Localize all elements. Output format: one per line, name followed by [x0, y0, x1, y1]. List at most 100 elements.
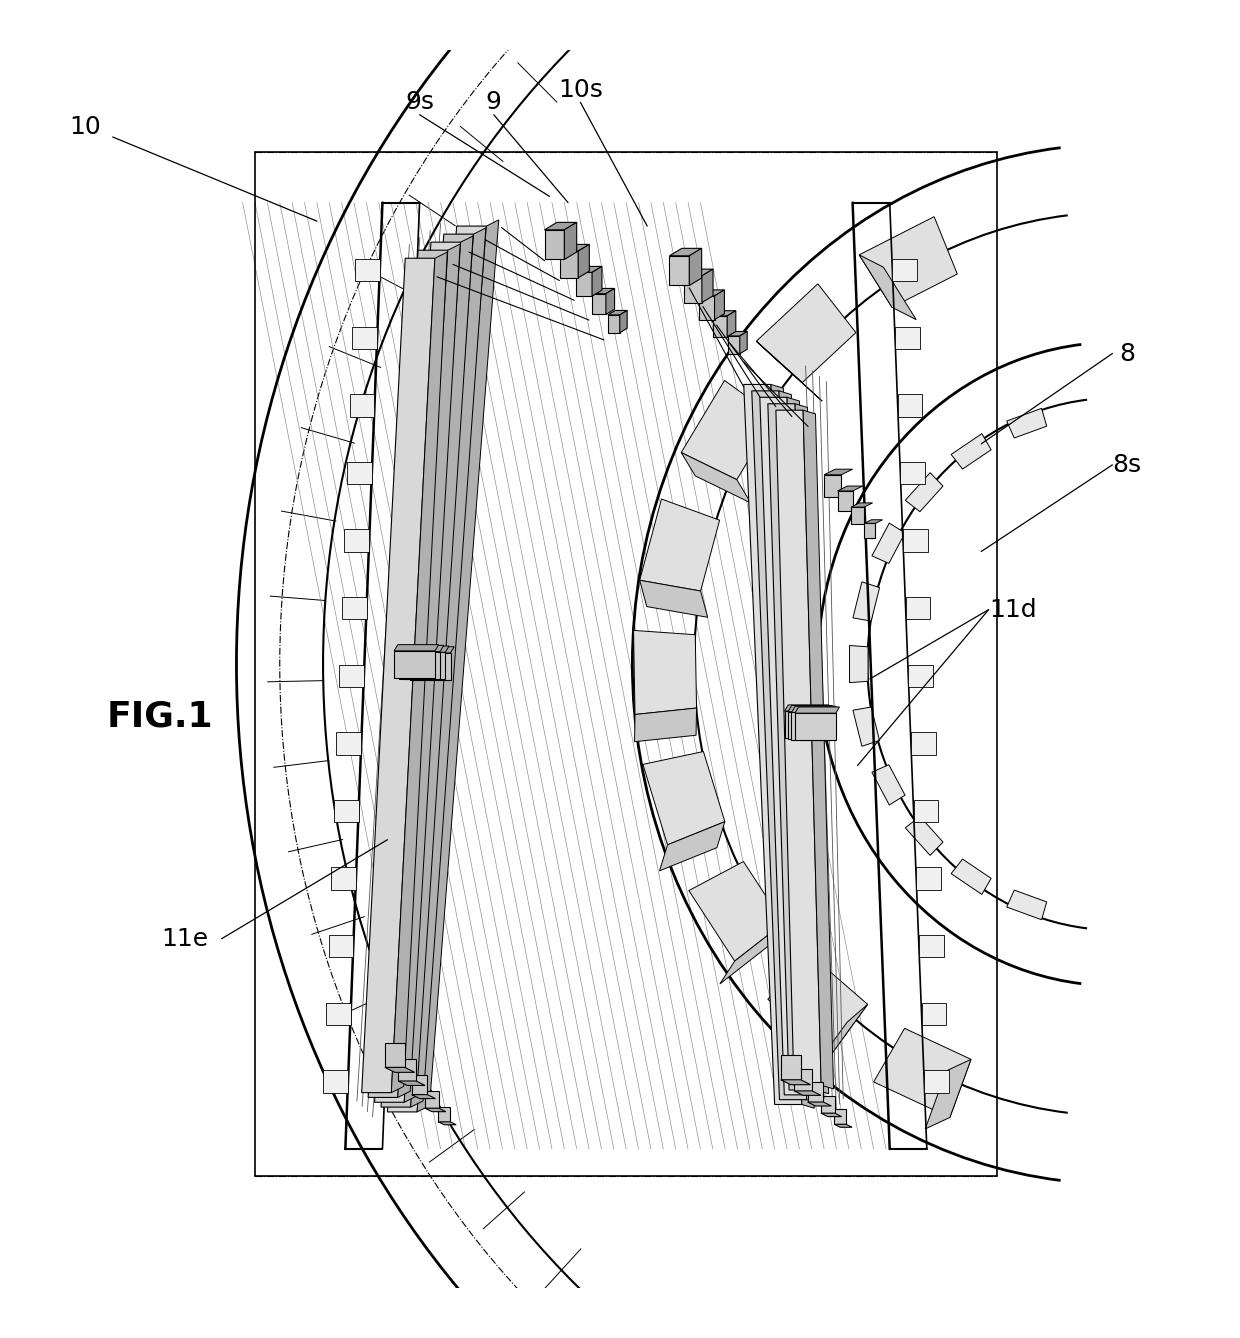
Polygon shape: [384, 1068, 414, 1072]
Text: 8s: 8s: [1112, 452, 1142, 476]
Polygon shape: [670, 249, 702, 256]
Polygon shape: [713, 310, 735, 316]
Polygon shape: [329, 935, 353, 958]
Polygon shape: [578, 245, 589, 278]
Polygon shape: [872, 523, 905, 563]
Polygon shape: [851, 507, 864, 524]
Text: 11d: 11d: [990, 598, 1037, 622]
Polygon shape: [689, 862, 784, 961]
Polygon shape: [640, 581, 708, 617]
Polygon shape: [900, 462, 925, 484]
Polygon shape: [409, 653, 450, 680]
Polygon shape: [620, 310, 627, 333]
Polygon shape: [714, 290, 724, 320]
Polygon shape: [368, 250, 448, 1097]
Polygon shape: [384, 1042, 404, 1068]
Polygon shape: [681, 452, 751, 503]
Polygon shape: [811, 1005, 868, 1072]
Polygon shape: [404, 646, 449, 652]
Polygon shape: [698, 296, 714, 320]
Polygon shape: [791, 706, 836, 712]
Polygon shape: [903, 530, 928, 551]
Polygon shape: [895, 326, 920, 349]
Polygon shape: [921, 1002, 946, 1025]
Polygon shape: [849, 645, 868, 682]
Polygon shape: [713, 316, 727, 337]
Polygon shape: [837, 491, 853, 511]
Polygon shape: [681, 380, 775, 479]
Polygon shape: [345, 530, 370, 551]
Polygon shape: [919, 935, 944, 958]
Polygon shape: [727, 310, 735, 337]
Polygon shape: [326, 1002, 351, 1025]
Polygon shape: [425, 1090, 439, 1108]
Polygon shape: [804, 411, 833, 1089]
Polygon shape: [392, 252, 448, 1093]
Polygon shape: [720, 923, 784, 983]
Polygon shape: [914, 800, 939, 822]
Polygon shape: [951, 434, 991, 470]
Polygon shape: [794, 1069, 812, 1090]
Polygon shape: [334, 800, 358, 822]
Polygon shape: [864, 523, 875, 538]
Polygon shape: [787, 397, 823, 1098]
Polygon shape: [398, 1081, 425, 1085]
Polygon shape: [825, 475, 842, 496]
Polygon shape: [925, 1060, 971, 1129]
Polygon shape: [425, 1108, 446, 1112]
Polygon shape: [905, 816, 942, 855]
Polygon shape: [835, 1109, 846, 1124]
Text: 10s: 10s: [558, 78, 603, 102]
Polygon shape: [807, 1103, 831, 1107]
Polygon shape: [439, 1107, 450, 1121]
Polygon shape: [404, 652, 445, 680]
Polygon shape: [684, 269, 713, 276]
Polygon shape: [394, 650, 435, 678]
Polygon shape: [768, 957, 868, 1054]
Polygon shape: [795, 404, 828, 1093]
Polygon shape: [689, 249, 702, 285]
Polygon shape: [908, 665, 932, 686]
Polygon shape: [355, 260, 379, 281]
Polygon shape: [362, 258, 435, 1093]
Polygon shape: [381, 234, 474, 1107]
Polygon shape: [564, 222, 577, 260]
Polygon shape: [768, 404, 816, 1090]
Polygon shape: [728, 336, 740, 353]
Polygon shape: [634, 630, 697, 714]
Polygon shape: [591, 266, 601, 296]
Text: 9: 9: [486, 91, 502, 114]
Polygon shape: [698, 290, 724, 296]
Polygon shape: [640, 499, 719, 591]
Polygon shape: [409, 646, 454, 653]
Polygon shape: [859, 254, 916, 320]
Polygon shape: [608, 314, 620, 333]
Polygon shape: [905, 472, 942, 511]
Polygon shape: [760, 397, 811, 1094]
Polygon shape: [394, 645, 439, 650]
Polygon shape: [350, 395, 374, 416]
Text: 10: 10: [69, 115, 102, 139]
Polygon shape: [794, 1090, 821, 1096]
Polygon shape: [916, 867, 941, 890]
Polygon shape: [924, 1070, 949, 1093]
Polygon shape: [740, 332, 748, 353]
Polygon shape: [684, 276, 702, 302]
Polygon shape: [911, 732, 936, 755]
Polygon shape: [347, 462, 372, 484]
Polygon shape: [837, 486, 863, 491]
Polygon shape: [893, 260, 918, 281]
Polygon shape: [781, 1080, 811, 1085]
Polygon shape: [660, 822, 725, 871]
Polygon shape: [787, 705, 832, 712]
Polygon shape: [756, 341, 822, 401]
Polygon shape: [608, 310, 627, 314]
Polygon shape: [560, 245, 589, 252]
Polygon shape: [898, 395, 923, 416]
Polygon shape: [781, 1056, 801, 1080]
Polygon shape: [412, 1094, 435, 1098]
Polygon shape: [776, 411, 821, 1085]
Polygon shape: [771, 384, 815, 1108]
Text: 11e: 11e: [161, 927, 208, 951]
Polygon shape: [779, 391, 820, 1104]
